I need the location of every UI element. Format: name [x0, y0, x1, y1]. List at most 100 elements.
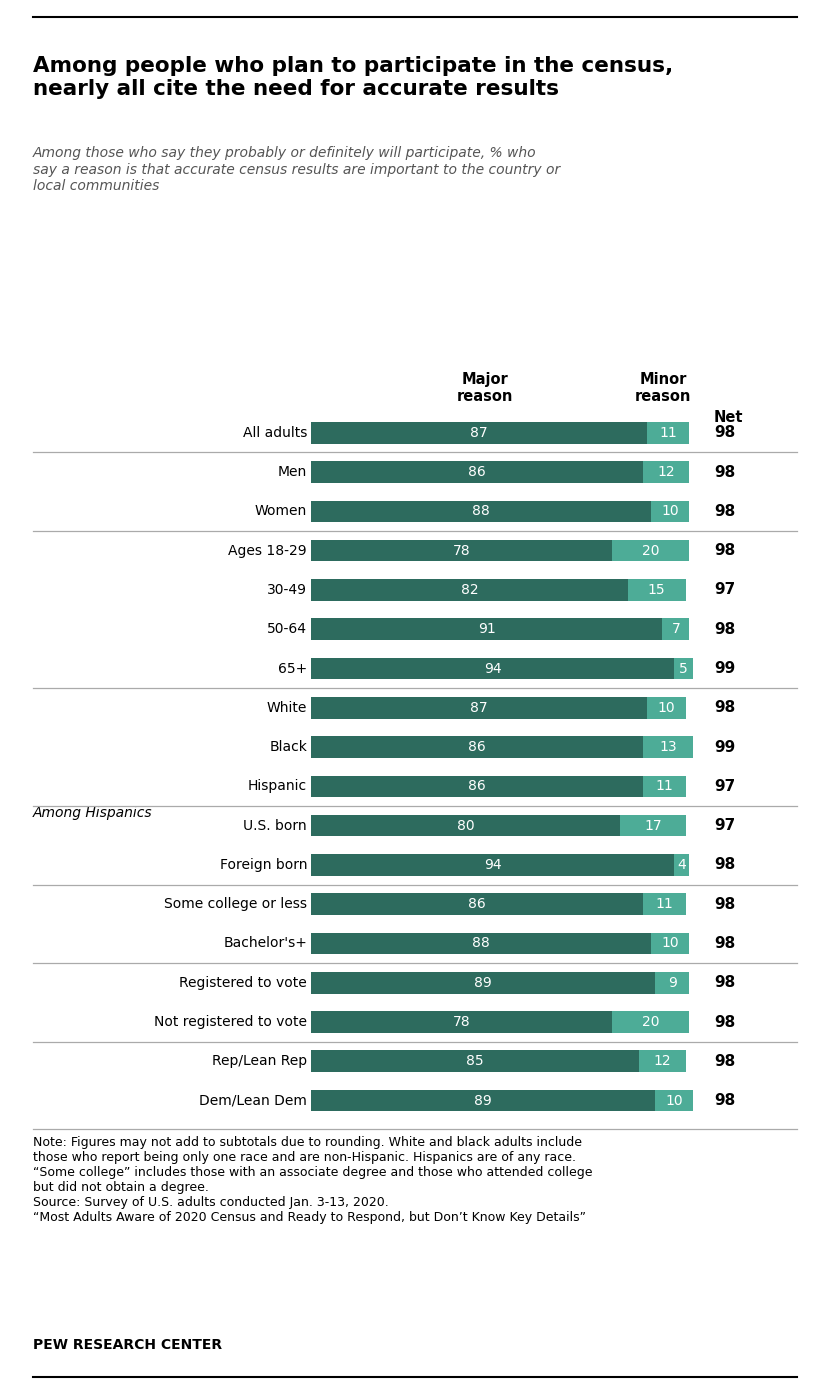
- Text: Some college or less: Some college or less: [164, 898, 307, 912]
- Text: 12: 12: [657, 466, 675, 480]
- Text: 11: 11: [656, 779, 673, 793]
- Text: U.S. born: U.S. born: [243, 818, 307, 832]
- Bar: [643, 894, 686, 914]
- Text: 88: 88: [472, 937, 490, 951]
- Text: 85: 85: [466, 1054, 484, 1068]
- Text: 5: 5: [679, 662, 688, 676]
- Bar: [311, 1051, 639, 1072]
- Text: 87: 87: [471, 701, 488, 715]
- Text: Among people who plan to participate in the census,
nearly all cite the need for: Among people who plan to participate in …: [33, 56, 673, 99]
- Text: 11: 11: [659, 425, 677, 441]
- Text: 78: 78: [453, 1015, 471, 1029]
- Text: Major
reason: Major reason: [457, 372, 513, 404]
- Text: Rep/Lean Rep: Rep/Lean Rep: [212, 1054, 307, 1068]
- Text: Registered to vote: Registered to vote: [179, 976, 307, 990]
- Text: 80: 80: [457, 818, 475, 832]
- Text: 99: 99: [714, 661, 735, 676]
- Text: Among Hispanics: Among Hispanics: [33, 806, 153, 820]
- Bar: [311, 855, 674, 875]
- Text: 97: 97: [714, 779, 735, 793]
- Bar: [643, 461, 690, 482]
- Text: 82: 82: [461, 583, 478, 597]
- Text: 98: 98: [714, 464, 735, 480]
- Text: 94: 94: [484, 857, 501, 871]
- Text: 86: 86: [468, 898, 486, 912]
- Text: Men: Men: [278, 466, 307, 480]
- Bar: [311, 422, 647, 443]
- Bar: [655, 972, 690, 994]
- Text: Women: Women: [255, 505, 307, 519]
- Text: Among those who say they probably or definitely will participate, % who
say a re: Among those who say they probably or def…: [33, 146, 560, 192]
- Text: White: White: [266, 701, 307, 715]
- Bar: [655, 1090, 693, 1111]
- Text: 78: 78: [453, 544, 471, 558]
- Text: 15: 15: [648, 583, 666, 597]
- Text: 98: 98: [714, 1015, 735, 1030]
- Text: 10: 10: [657, 701, 675, 715]
- Text: 12: 12: [654, 1054, 671, 1068]
- Bar: [643, 736, 693, 758]
- Bar: [311, 1090, 655, 1111]
- Bar: [311, 579, 627, 601]
- Text: 7: 7: [671, 622, 681, 636]
- Text: Note: Figures may not add to subtotals due to rounding. White and black adults i: Note: Figures may not add to subtotals d…: [33, 1136, 593, 1224]
- Text: Foreign born: Foreign born: [220, 857, 307, 871]
- Bar: [662, 619, 690, 640]
- Text: Net: Net: [714, 410, 744, 425]
- Bar: [674, 855, 690, 875]
- Text: 98: 98: [714, 544, 735, 558]
- Text: 97: 97: [714, 818, 735, 834]
- Bar: [674, 658, 693, 679]
- Text: 98: 98: [714, 976, 735, 990]
- Text: 89: 89: [474, 976, 492, 990]
- Bar: [311, 972, 655, 994]
- Text: PEW RESEARCH CENTER: PEW RESEARCH CENTER: [33, 1338, 222, 1352]
- Text: Not registered to vote: Not registered to vote: [154, 1015, 307, 1029]
- Text: 99: 99: [714, 740, 735, 754]
- Text: Dem/Lean Dem: Dem/Lean Dem: [199, 1093, 307, 1108]
- Text: 86: 86: [468, 779, 486, 793]
- Text: 10: 10: [662, 505, 679, 519]
- Text: 98: 98: [714, 700, 735, 715]
- Bar: [651, 933, 690, 955]
- Bar: [651, 500, 690, 523]
- Text: 88: 88: [472, 505, 490, 519]
- Text: Minor
reason: Minor reason: [635, 372, 691, 404]
- Text: 98: 98: [714, 1054, 735, 1069]
- Text: All adults: All adults: [242, 425, 307, 441]
- Bar: [613, 1011, 690, 1033]
- Bar: [311, 933, 651, 955]
- Text: 86: 86: [468, 466, 486, 480]
- Text: Black: Black: [269, 740, 307, 754]
- Bar: [311, 658, 674, 679]
- Text: 98: 98: [714, 857, 735, 873]
- Text: 98: 98: [714, 896, 735, 912]
- Text: 98: 98: [714, 935, 735, 951]
- Text: 89: 89: [474, 1093, 492, 1108]
- Text: 98: 98: [714, 503, 735, 519]
- Bar: [311, 815, 620, 836]
- Text: 98: 98: [714, 425, 735, 441]
- Text: Hispanic: Hispanic: [248, 779, 307, 793]
- Bar: [311, 619, 662, 640]
- Text: 87: 87: [471, 425, 488, 441]
- Text: 11: 11: [656, 898, 673, 912]
- Text: Bachelor's+: Bachelor's+: [223, 937, 307, 951]
- Text: 30-49: 30-49: [267, 583, 307, 597]
- Text: 94: 94: [484, 662, 501, 676]
- Bar: [647, 697, 686, 718]
- Bar: [627, 579, 686, 601]
- Text: 86: 86: [468, 740, 486, 754]
- Text: 50-64: 50-64: [267, 622, 307, 636]
- Text: Ages 18-29: Ages 18-29: [228, 544, 307, 558]
- Bar: [620, 815, 686, 836]
- Bar: [311, 461, 643, 482]
- Bar: [311, 736, 643, 758]
- Text: 98: 98: [714, 622, 735, 637]
- Text: 97: 97: [714, 583, 735, 598]
- Bar: [311, 775, 643, 797]
- Text: 91: 91: [478, 622, 496, 636]
- Bar: [311, 539, 613, 562]
- Text: 10: 10: [665, 1093, 683, 1108]
- Bar: [311, 500, 651, 523]
